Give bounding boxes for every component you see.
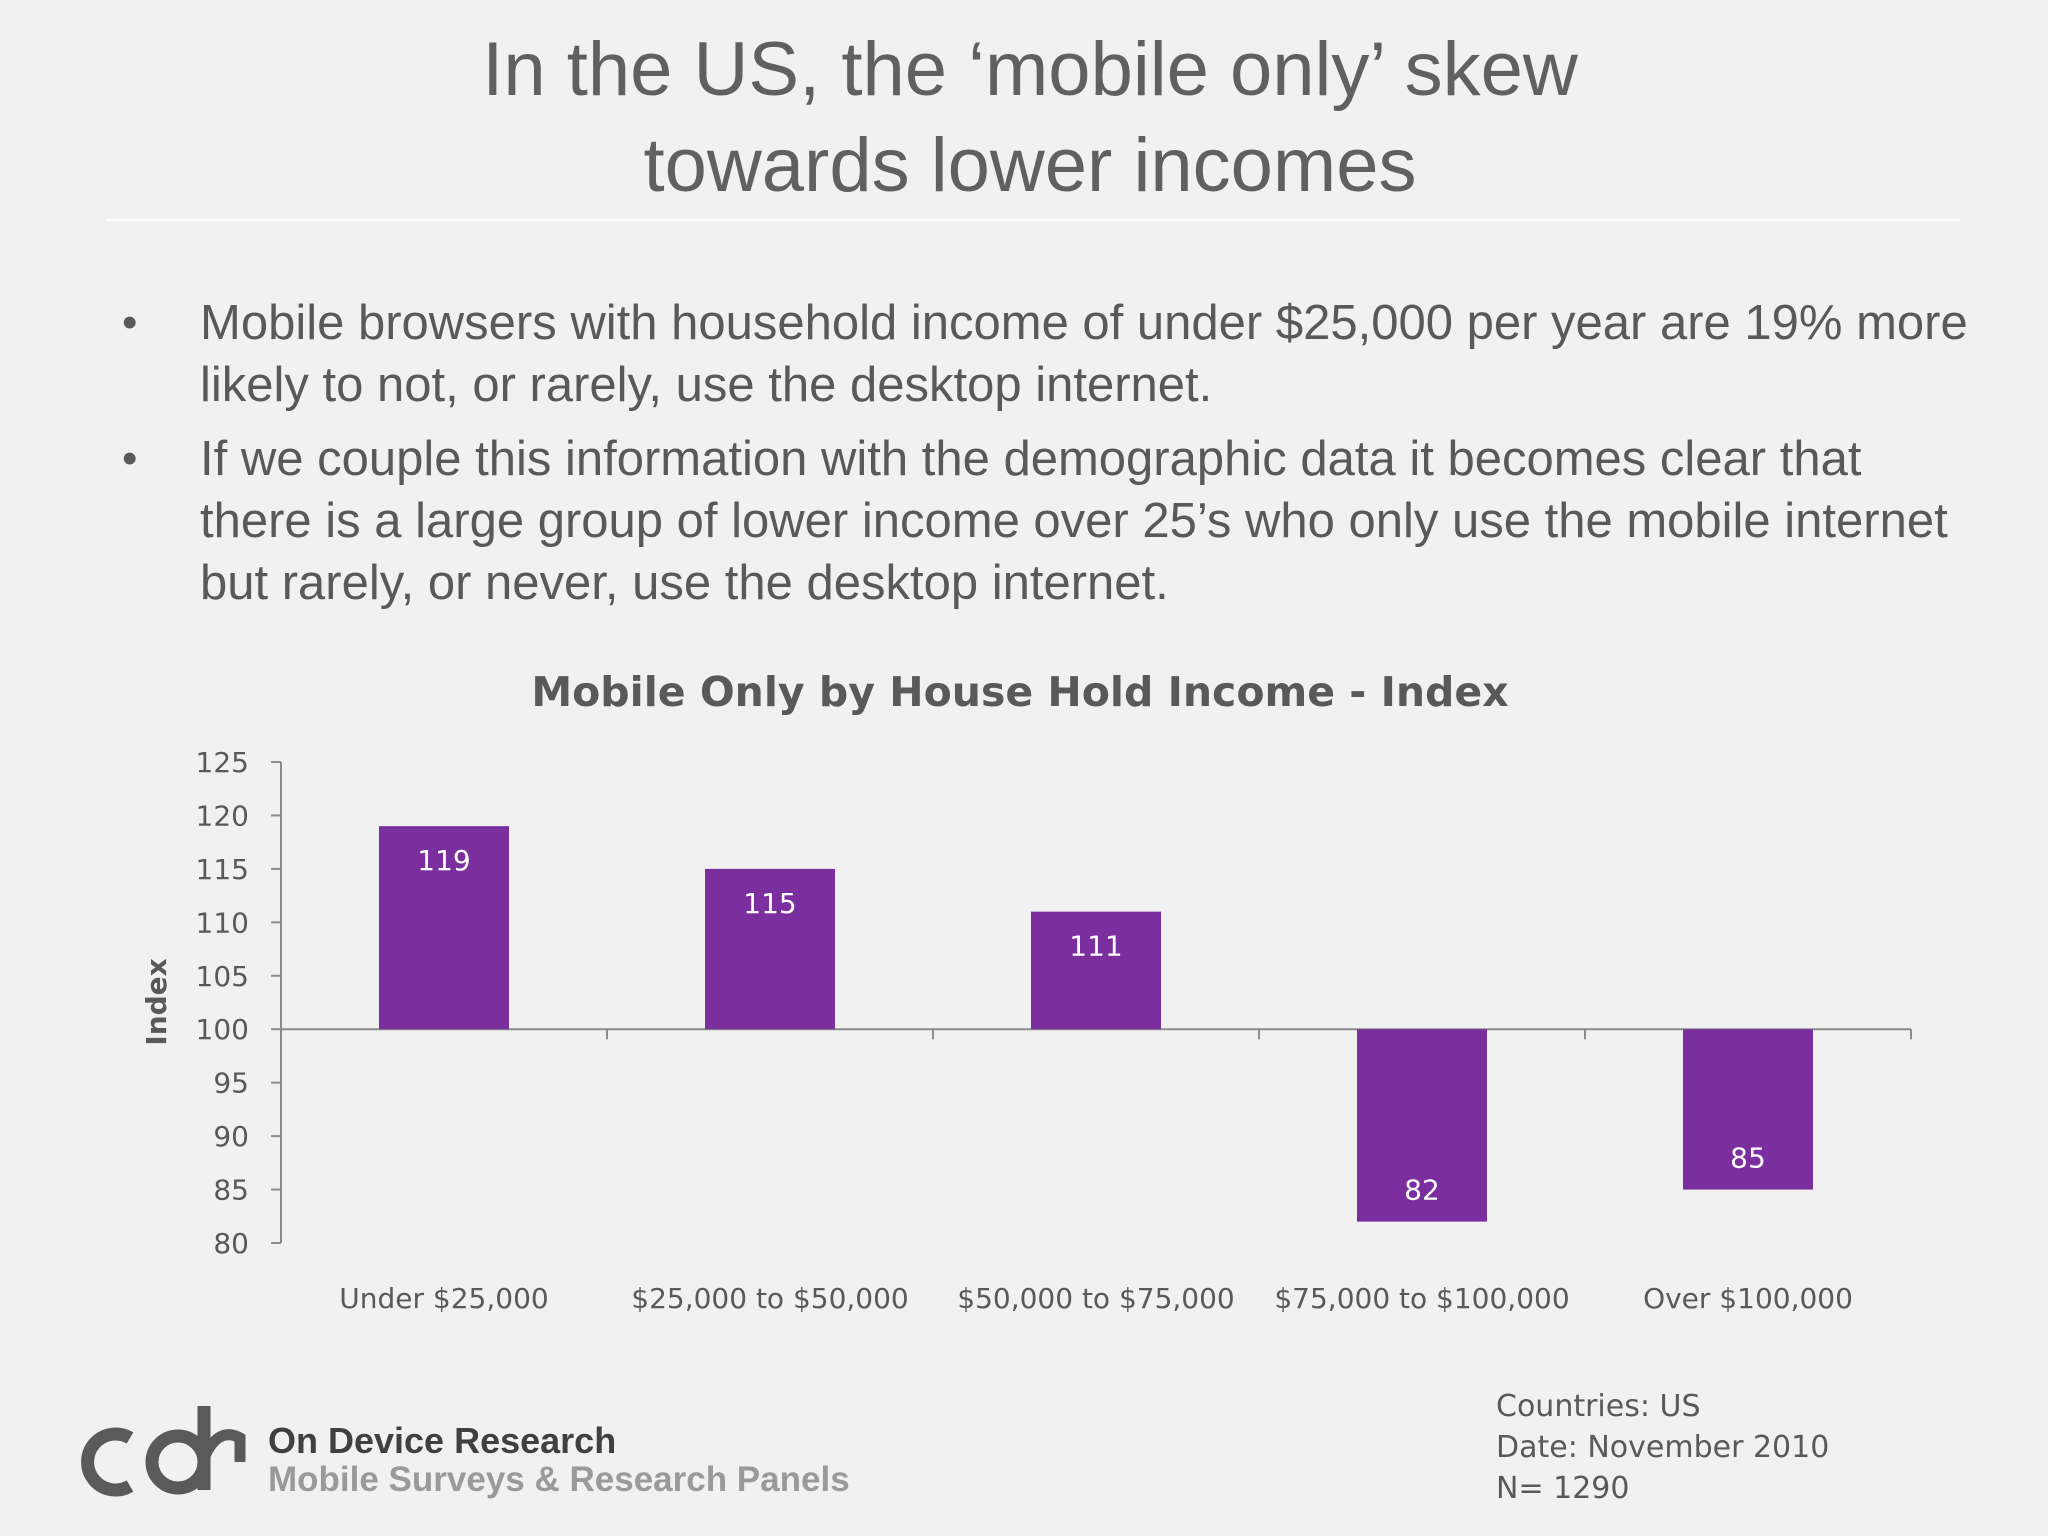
y-axis-label: Index [140,958,173,1045]
cdr-logo-icon [81,1406,246,1497]
y-tick-label: 125 [196,746,249,779]
bar [1357,1029,1487,1222]
bar [705,868,835,1030]
x-category-label: $50,000 to $75,000 [957,1282,1234,1315]
bullet-text: If we couple this information with the d… [200,432,1948,610]
slide-title-line-2: towards lower incomes [643,123,1417,208]
sample-size-text: N= 1290 [1496,1471,1630,1506]
y-tick-label: 85 [213,1174,249,1207]
y-tick-label: 100 [196,1013,249,1046]
y-tick-label: 90 [213,1120,249,1153]
bullet-list: • Mobile browsers with household income … [118,292,1978,626]
bullet-icon: • [122,434,138,483]
bar [379,826,509,1030]
date-text: Date: November 2010 [1496,1430,1830,1465]
survey-details: Countries: US Date: November 2010 N= 129… [1496,1386,1829,1509]
y-tick-label: 105 [196,960,249,993]
bar-value-label: 111 [1069,930,1122,963]
bullet-item: • Mobile browsers with household income … [118,292,1978,416]
company-tagline: Mobile Surveys & Research Panels [268,1460,850,1499]
y-tick-label: 80 [213,1227,249,1260]
plot-area: 80 85 90 95 100 105 110 115 120 125 119 Under $25,0… [196,746,1912,1315]
chart-title: Mobile Only by House Hold Income - Index [531,668,1508,716]
bullet-item: • If we couple this information with the… [118,428,1978,614]
company-logo: On Device Research Mobile Surveys & Rese… [68,1398,888,1518]
slide-title: In the US, the ‘mobile only’ skew toward… [100,22,1960,214]
y-tick-label: 115 [196,853,249,886]
bullet-text: Mobile browsers with household income of… [200,296,1968,412]
x-category-label: $25,000 to $50,000 [631,1282,908,1315]
y-tick-label: 110 [196,906,249,939]
bar [1683,1029,1813,1190]
x-category-label: Under $25,000 [339,1282,548,1315]
x-category-label: Over $100,000 [1643,1282,1853,1315]
company-name: On Device Research [268,1420,617,1461]
countries-text: Countries: US [1496,1389,1701,1424]
bar-value-label: 85 [1730,1142,1766,1175]
bar-value-label: 82 [1404,1174,1440,1207]
bar-value-label: 119 [417,844,470,877]
bullet-icon: • [122,298,138,347]
slide-title-line-1: In the US, the ‘mobile only’ skew [482,27,1578,112]
title-divider [105,219,1960,221]
y-tick-label: 120 [196,799,249,832]
y-tick-label: 95 [213,1067,249,1100]
bar-value-label: 115 [743,887,796,920]
bar [1031,911,1161,1030]
x-category-label: $75,000 to $100,000 [1274,1282,1569,1315]
